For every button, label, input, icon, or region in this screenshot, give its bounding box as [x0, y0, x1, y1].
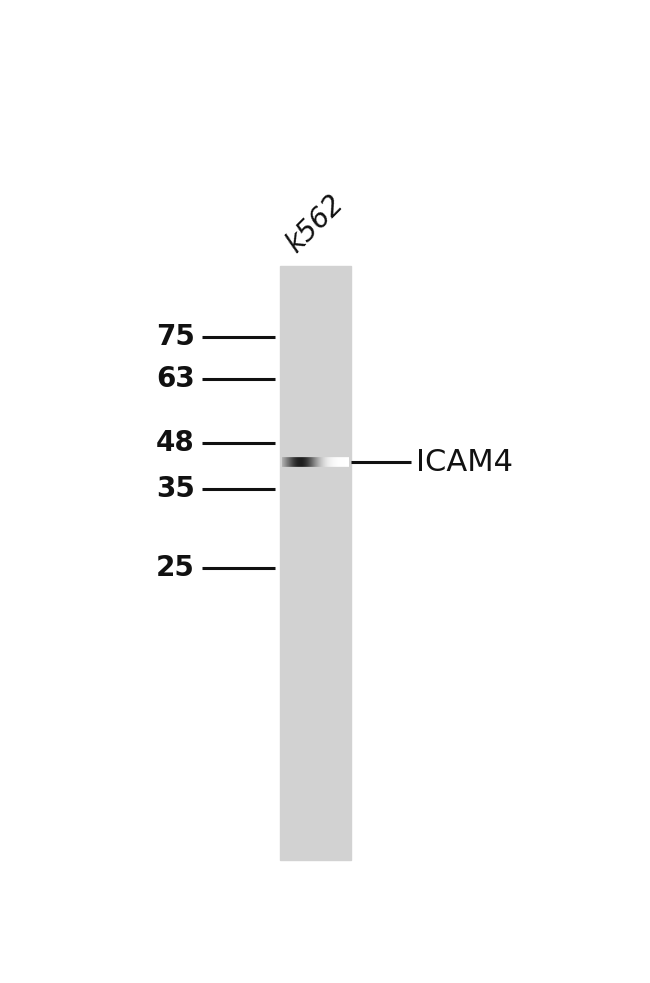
Text: k562: k562 [281, 190, 349, 258]
Bar [280, 265, 351, 860]
Text: 25: 25 [156, 554, 194, 582]
Text: 48: 48 [156, 430, 194, 457]
Text: 63: 63 [156, 365, 194, 393]
Text: 75: 75 [156, 323, 194, 352]
Text: ICAM4: ICAM4 [416, 448, 514, 477]
Text: 35: 35 [156, 475, 194, 503]
